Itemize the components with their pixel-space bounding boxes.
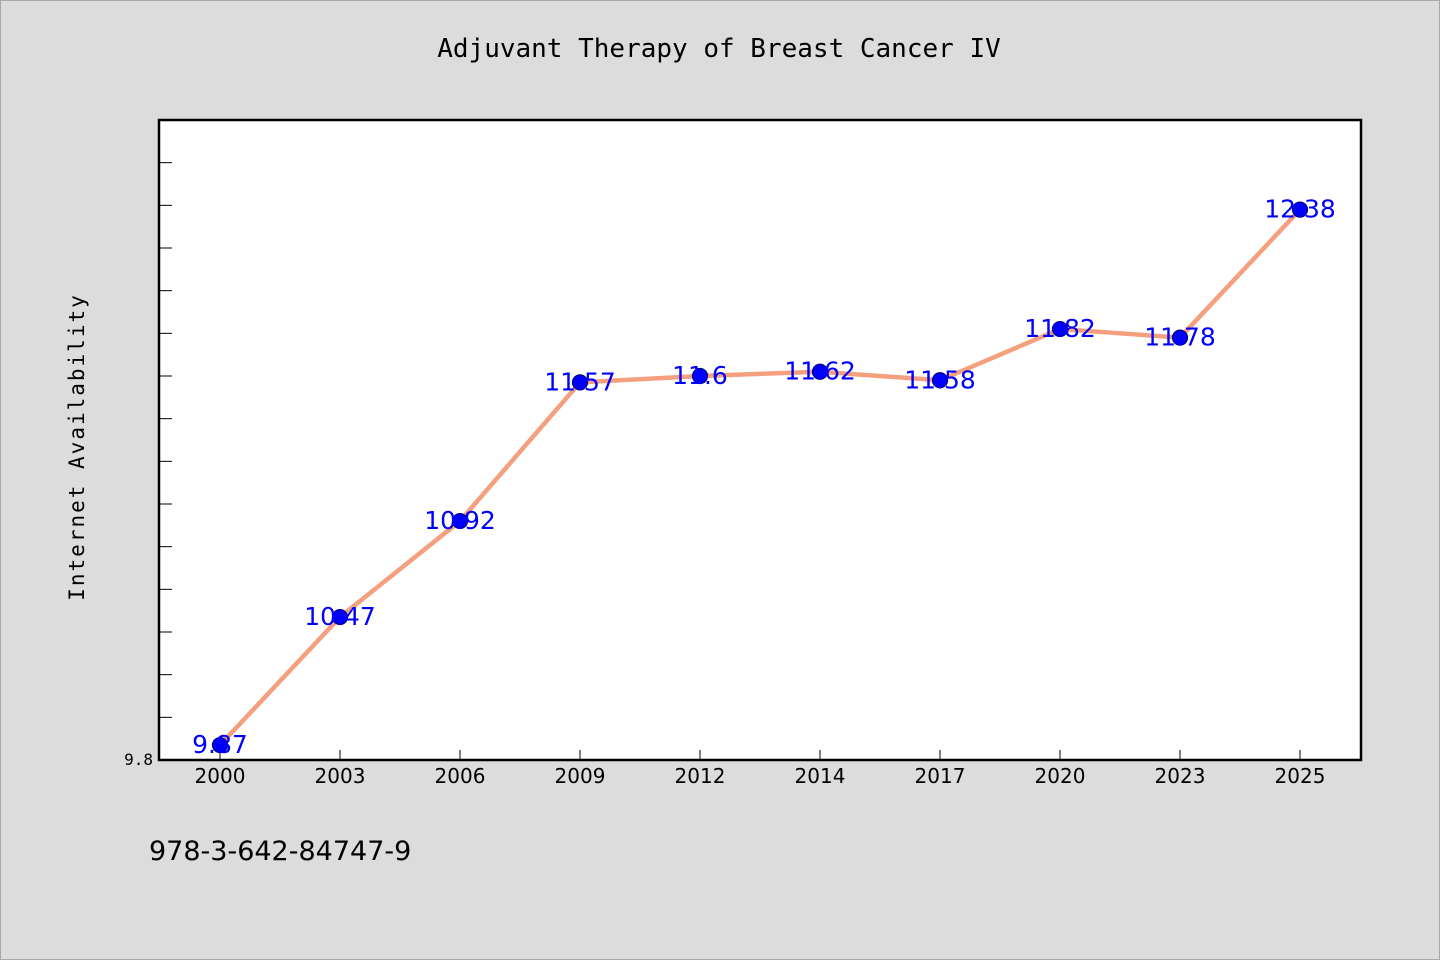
x-tick-label: 2006 <box>435 764 486 788</box>
x-tick-label: 2009 <box>555 764 606 788</box>
x-tick-label: 2012 <box>675 764 726 788</box>
data-point <box>1291 201 1309 218</box>
data-label: 11.82 <box>1024 314 1096 343</box>
x-tick-label: 2020 <box>1035 764 1086 788</box>
data-point <box>1171 329 1189 346</box>
data-label: 11.78 <box>1144 323 1216 352</box>
data-label: 11.6 <box>672 361 728 390</box>
x-tick-label: 2014 <box>795 764 846 788</box>
data-label: 10.47 <box>304 602 376 631</box>
y-tick-label: 9.8 <box>124 750 153 769</box>
data-point <box>451 512 469 530</box>
x-tick-label: 2017 <box>915 764 966 788</box>
isbn-text: 978-3-642-84747-9 <box>149 836 412 867</box>
data-label: 12.38 <box>1264 195 1336 224</box>
x-tick-label: 2023 <box>1155 764 1206 788</box>
x-tick-label: 2003 <box>315 764 366 788</box>
data-point <box>571 374 589 391</box>
data-point <box>691 367 709 385</box>
plot-area <box>157 118 1363 762</box>
chart-title: Adjuvant Therapy of Breast Cancer IV <box>437 34 1001 64</box>
data-label: 9.87 <box>192 730 248 759</box>
data-point <box>1051 320 1069 338</box>
data-point <box>811 363 829 380</box>
data-point <box>331 608 349 626</box>
data-label: 11.58 <box>904 365 976 394</box>
data-point <box>211 736 229 754</box>
series-line <box>218 208 1302 747</box>
x-tick-label: 2025 <box>1275 764 1326 788</box>
data-point <box>931 372 949 389</box>
x-tick-label: 2000 <box>195 764 246 788</box>
data-label: 11.57 <box>544 367 616 396</box>
data-label: 10.92 <box>424 506 496 535</box>
data-label: 11.62 <box>784 357 856 386</box>
